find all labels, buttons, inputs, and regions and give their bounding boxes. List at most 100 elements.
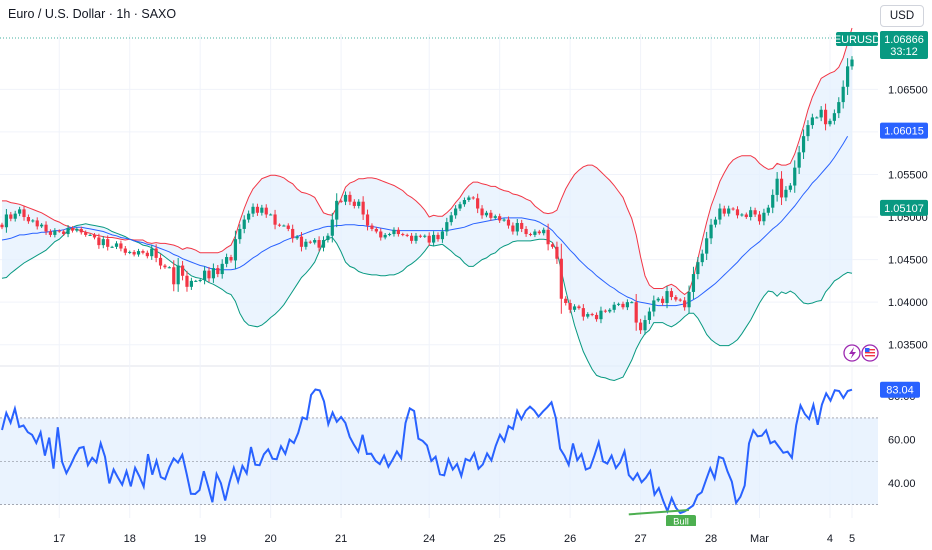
candle-body xyxy=(150,248,154,257)
candle-body xyxy=(766,207,770,213)
candle-body xyxy=(251,206,255,214)
candle-body xyxy=(216,268,220,275)
lower-band-badge xyxy=(880,199,928,216)
candle-body xyxy=(304,241,308,247)
us-flag-stripe xyxy=(865,352,875,354)
candle-body xyxy=(401,234,405,236)
candle-body xyxy=(158,257,163,266)
time-tick-label: 19 xyxy=(194,533,206,545)
candle-body xyxy=(286,225,290,229)
price-tick-label: 1.04500 xyxy=(888,255,928,267)
candle-body xyxy=(520,222,524,229)
candle-body xyxy=(423,235,427,237)
time-axis-bg xyxy=(0,526,932,550)
candle-body xyxy=(238,228,242,240)
time-tick-label: Mar xyxy=(750,533,769,545)
candle-body xyxy=(493,216,497,218)
candle-body xyxy=(784,189,788,198)
candle-body xyxy=(793,167,797,186)
candle-body xyxy=(427,235,431,243)
lightning-icon-glyph xyxy=(849,347,856,359)
candle-body xyxy=(727,208,731,214)
candle-body xyxy=(612,304,616,310)
candle-body xyxy=(295,236,299,239)
candle-body xyxy=(484,212,489,216)
candle-body xyxy=(731,208,735,210)
candle-body xyxy=(154,248,158,258)
candle-body xyxy=(634,302,638,323)
candle-body xyxy=(678,299,682,301)
candle-body xyxy=(92,234,97,238)
candle-body xyxy=(713,219,718,225)
candle-body xyxy=(643,320,647,331)
candle-body xyxy=(652,300,656,312)
currency-button[interactable]: USD xyxy=(880,5,924,27)
candle-body xyxy=(4,214,9,228)
us-flag-stripe xyxy=(865,349,875,351)
candle-body xyxy=(837,102,841,114)
candle-body xyxy=(101,239,105,246)
candle-body xyxy=(762,212,766,222)
candle-body xyxy=(326,235,330,241)
candle-body xyxy=(273,214,277,225)
candle-body xyxy=(321,240,326,248)
candle-body xyxy=(454,208,458,216)
candle-body xyxy=(841,86,845,103)
candle-body xyxy=(471,197,475,199)
candle-body xyxy=(383,234,387,238)
candle-body xyxy=(458,204,462,209)
candle-body xyxy=(291,228,295,239)
us-flag-stripe xyxy=(865,355,875,357)
candle-body xyxy=(18,209,22,214)
time-tick-label: 24 xyxy=(423,533,435,545)
candle-body xyxy=(75,228,79,231)
candle-body xyxy=(409,235,414,241)
candle-body xyxy=(269,214,273,216)
candle-body xyxy=(207,270,211,279)
candle-body xyxy=(810,117,814,126)
candle-body xyxy=(9,214,13,219)
basis-price-badge xyxy=(880,122,928,139)
candle-body xyxy=(163,265,167,268)
price-tick-label: 1.05500 xyxy=(888,169,928,181)
candle-body xyxy=(348,194,352,202)
candle-body xyxy=(546,229,550,245)
candle-body xyxy=(603,310,607,312)
bull-label: Bull xyxy=(673,517,689,528)
candle-body xyxy=(440,231,445,240)
candle-body xyxy=(66,228,70,235)
candle-body xyxy=(674,297,678,300)
candle-body xyxy=(365,214,370,226)
candle-body xyxy=(88,234,92,236)
candle-body xyxy=(498,216,502,221)
candle-body xyxy=(220,263,224,275)
candle-body xyxy=(247,213,251,220)
candle-body xyxy=(700,253,704,263)
candle-body xyxy=(709,224,713,239)
candle-body xyxy=(801,136,806,153)
candle-body xyxy=(599,310,603,320)
candle-body xyxy=(744,214,748,218)
candle-body xyxy=(779,178,784,198)
candle-body xyxy=(260,207,264,213)
candle-body xyxy=(308,241,312,243)
time-tick-label: 20 xyxy=(265,533,277,545)
candle-body xyxy=(119,243,123,249)
candle-body xyxy=(528,234,533,236)
candle-body xyxy=(581,308,585,317)
candle-body xyxy=(106,239,110,247)
candle-body xyxy=(586,314,590,317)
candle-body xyxy=(432,234,436,243)
candle-body xyxy=(13,213,17,219)
candle-body xyxy=(740,214,744,216)
candle-body xyxy=(683,300,687,308)
candle-body xyxy=(665,291,669,304)
candle-body xyxy=(656,298,660,301)
price-tick-label: 1.06500 xyxy=(888,84,928,96)
candle-body xyxy=(317,240,321,248)
candle-body xyxy=(396,229,400,235)
candle-body xyxy=(202,270,207,281)
candle-body xyxy=(639,322,643,331)
candle-body xyxy=(775,178,779,195)
